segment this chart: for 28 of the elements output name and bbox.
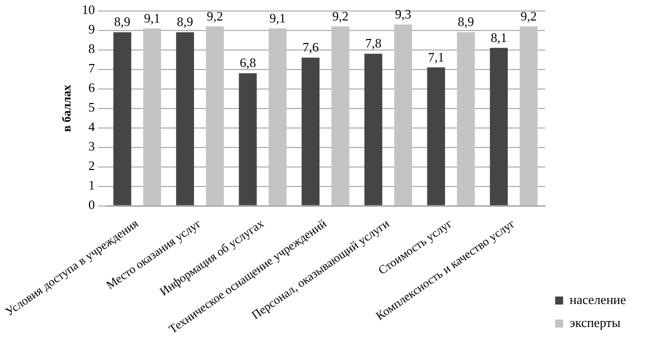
y-tick-label: 5 [88, 100, 95, 115]
data-label: 6,8 [240, 55, 256, 70]
data-label: 7,1 [428, 49, 444, 64]
y-tick-label: 4 [88, 119, 96, 134]
data-label: 9,1 [144, 10, 160, 26]
y-tick-label: 1 [88, 178, 95, 193]
data-label: 9,2 [332, 8, 349, 24]
data-label: 8,9 [176, 14, 194, 30]
data-label: 9,1 [270, 10, 286, 26]
y-tick-label: 6 [88, 80, 96, 96]
data-label: 8,9 [458, 14, 474, 30]
legend-label: население [570, 292, 626, 307]
data-label: 7,6 [302, 40, 320, 55]
y-tick-label: 9 [88, 22, 95, 37]
legend-label: эксперты [570, 314, 621, 330]
y-tick-label: 7 [88, 60, 96, 76]
data-label: 9,2 [520, 8, 537, 24]
y-tick-label: 2 [88, 158, 95, 174]
y-tick-label: 8 [88, 41, 95, 56]
y-tick-label: 0 [88, 197, 95, 212]
data-label: 7,8 [365, 36, 382, 51]
y-axis-title: в баллах [60, 84, 74, 132]
y-tick-label: 10 [82, 2, 95, 18]
data-label: 8,9 [114, 14, 130, 30]
data-label: 9,2 [206, 8, 223, 24]
y-tick-label: 3 [88, 138, 95, 154]
data-label: 9,3 [395, 6, 412, 22]
data-label: 8,1 [490, 30, 507, 45]
